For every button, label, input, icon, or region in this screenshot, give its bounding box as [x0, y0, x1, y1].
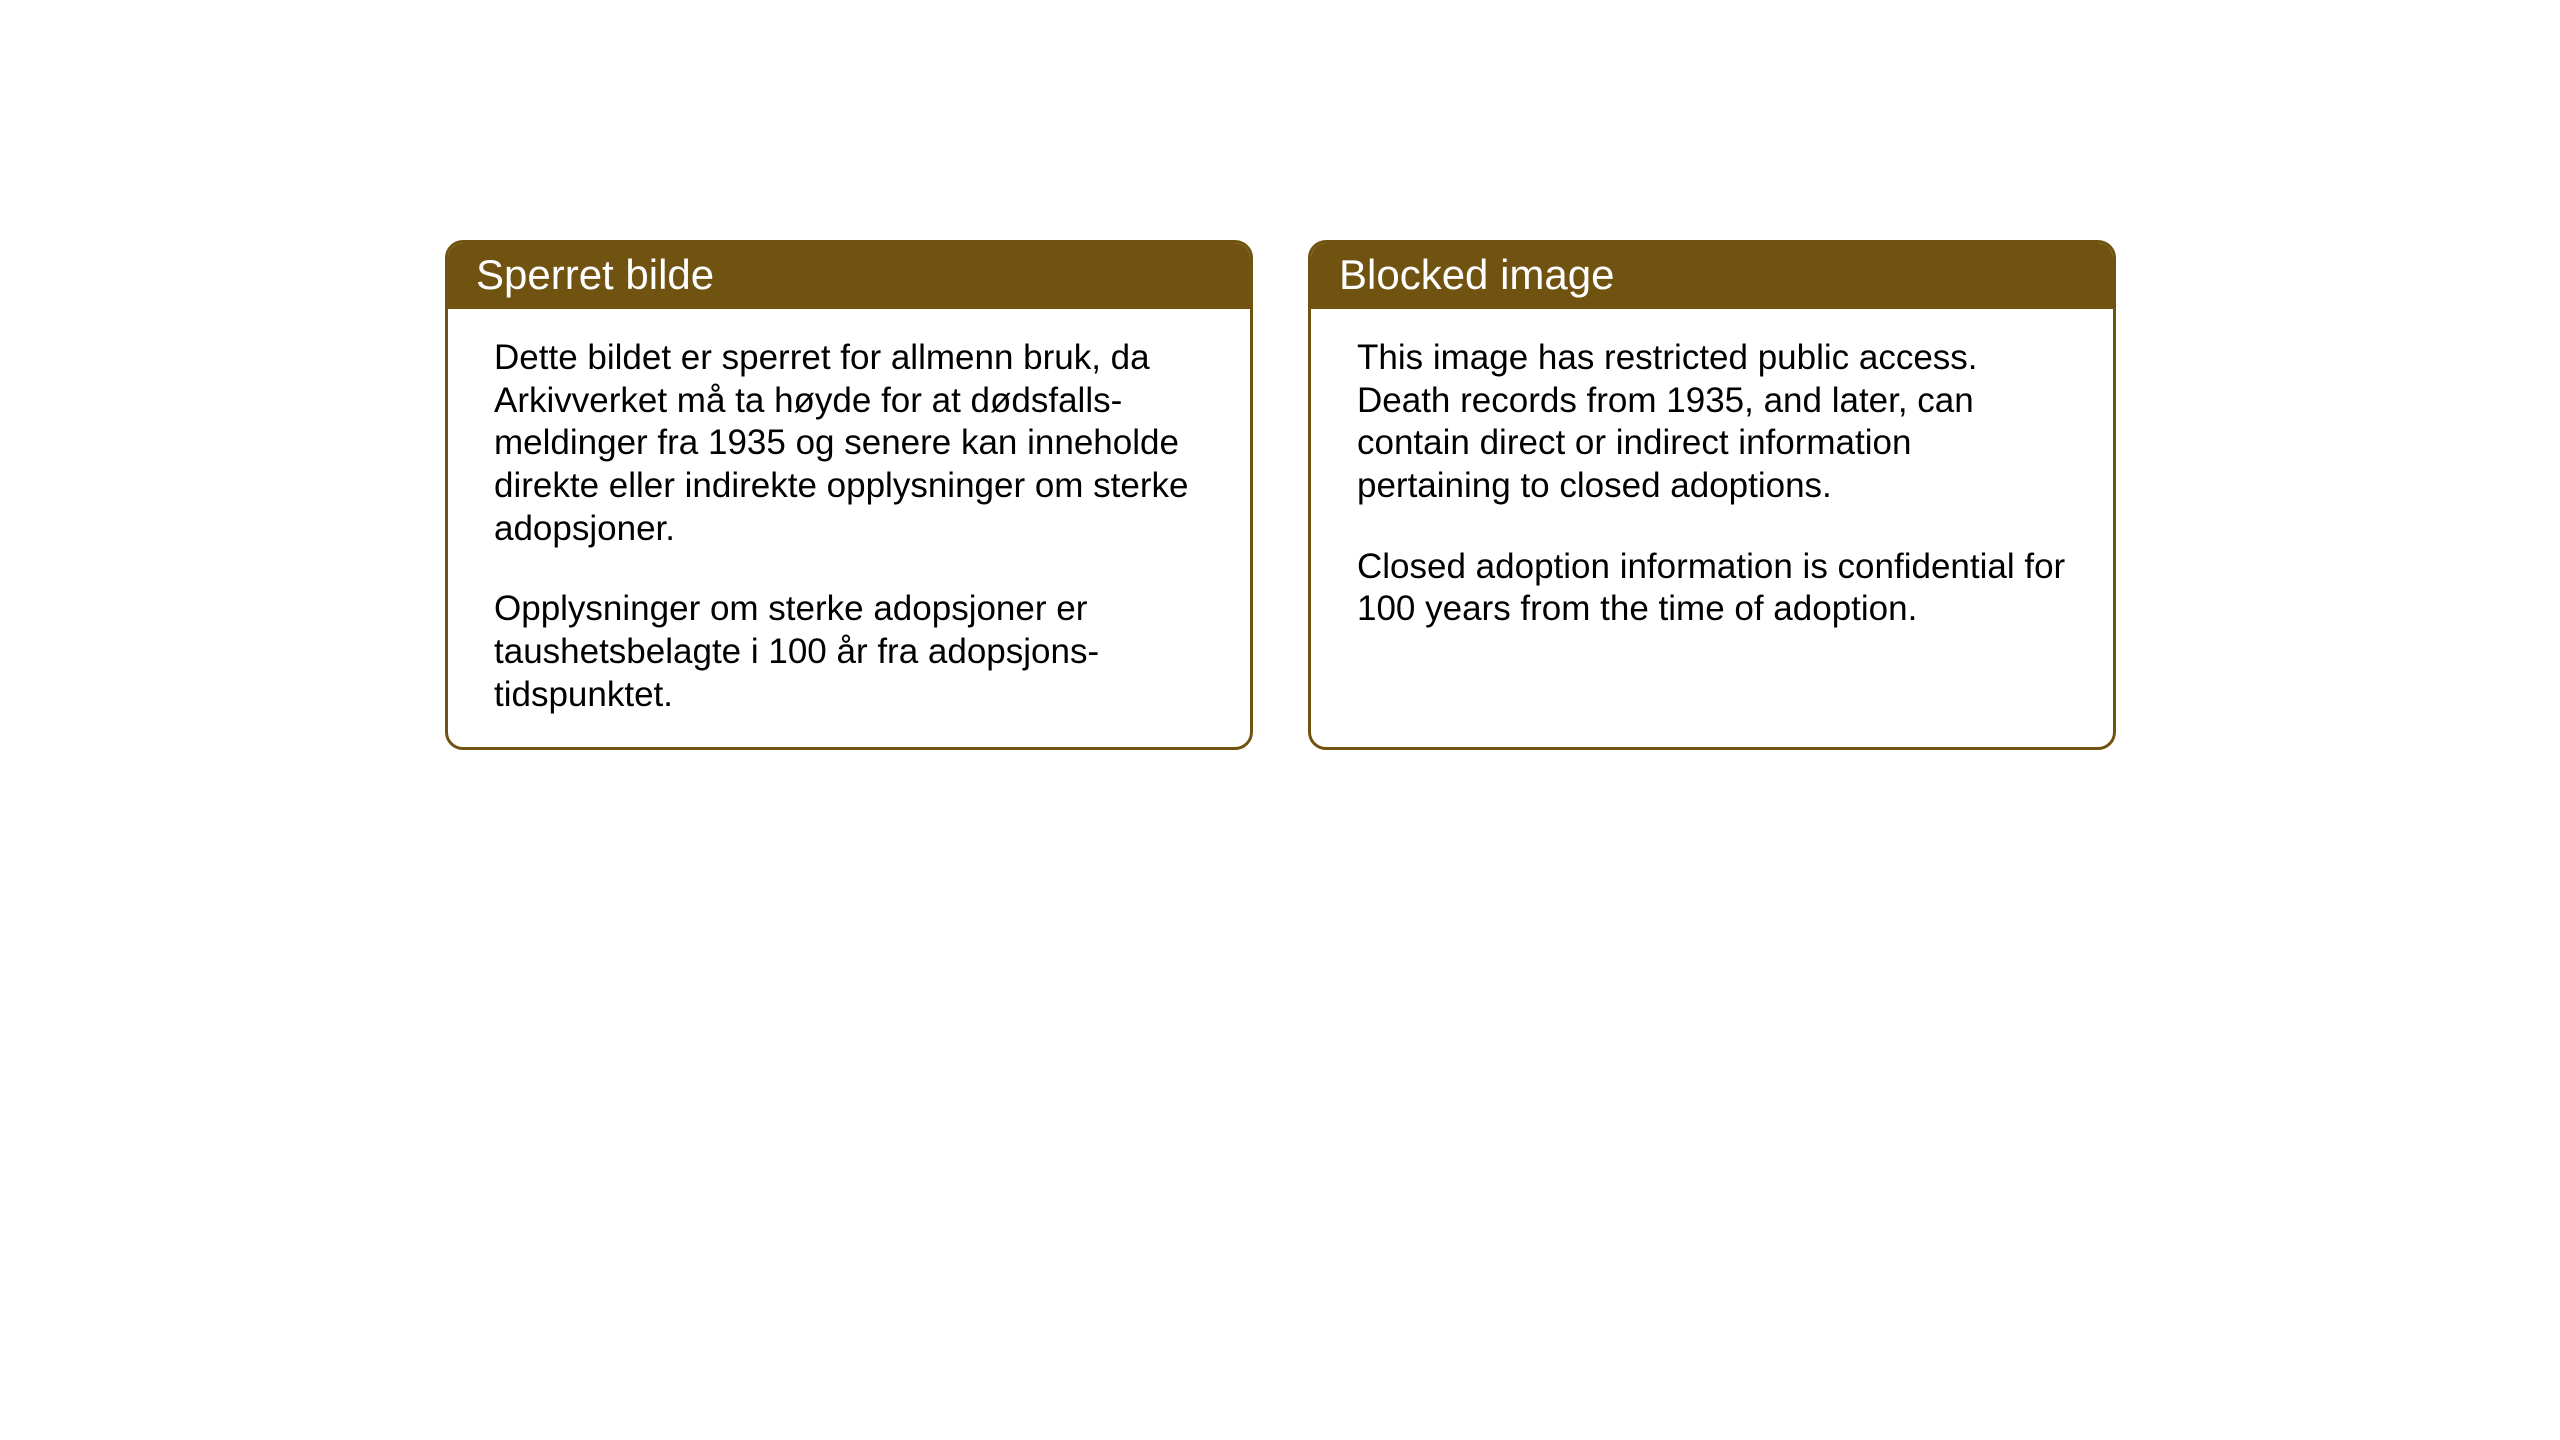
card-header-english: Blocked image — [1311, 243, 2113, 309]
card-body-english: This image has restricted public access.… — [1311, 309, 2113, 671]
card-title-english: Blocked image — [1339, 251, 1614, 298]
card-norwegian: Sperret bilde Dette bildet er sperret fo… — [445, 240, 1253, 750]
card-header-norwegian: Sperret bilde — [448, 243, 1250, 309]
cards-container: Sperret bilde Dette bildet er sperret fo… — [445, 240, 2116, 750]
card-paragraph2-english: Closed adoption information is confident… — [1357, 546, 2067, 631]
card-title-norwegian: Sperret bilde — [476, 251, 714, 298]
card-paragraph1-english: This image has restricted public access.… — [1357, 337, 2067, 508]
card-paragraph1-norwegian: Dette bildet er sperret for allmenn bruk… — [494, 337, 1204, 550]
card-body-norwegian: Dette bildet er sperret for allmenn bruk… — [448, 309, 1250, 750]
card-english: Blocked image This image has restricted … — [1308, 240, 2116, 750]
card-paragraph2-norwegian: Opplysninger om sterke adopsjoner er tau… — [494, 588, 1204, 716]
